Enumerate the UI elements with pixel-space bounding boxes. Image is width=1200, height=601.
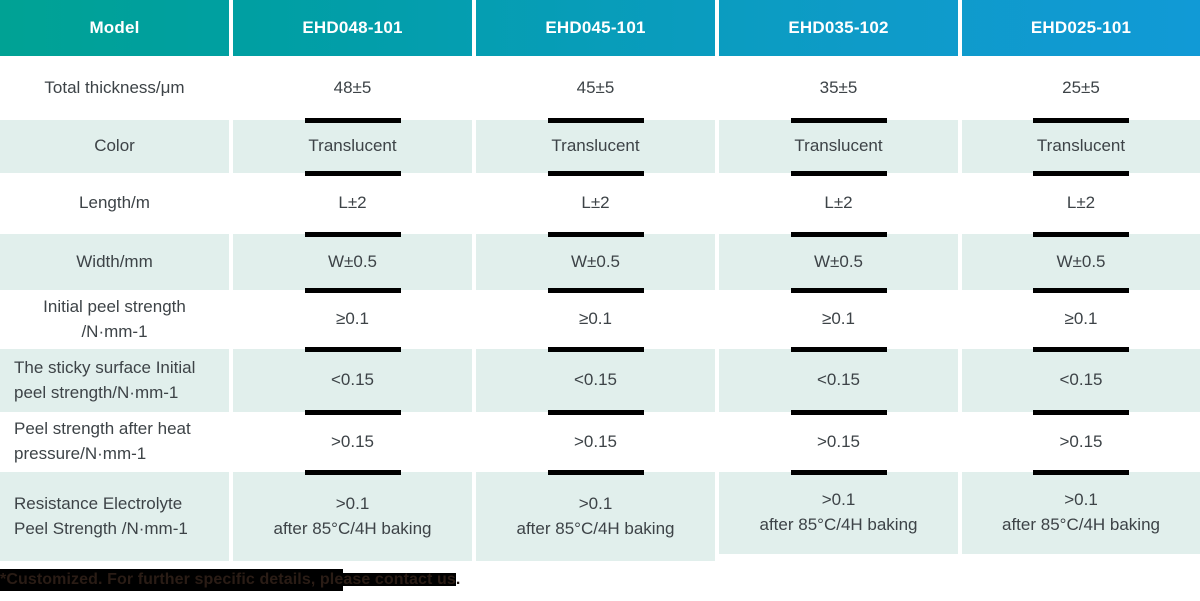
header-cell-model-4: EHD025-101 [1030, 18, 1132, 37]
spec-value: W±0.5 [233, 234, 472, 290]
footnote: *Customized. For further specific detail… [0, 569, 461, 595]
table-row-sticky-surface-peel-strength: The sticky surface Initial peel strength… [0, 349, 1200, 412]
table-row-total-thickness: Total thickness/μm 48±5 45±5 35±5 25±5 [0, 56, 1200, 120]
table-row-color: Color Translucent Translucent Translucen… [0, 120, 1200, 173]
spec-value: ≥0.1 [233, 290, 472, 349]
header-cell-model: Model [89, 18, 140, 37]
spec-value: L±2 [233, 173, 472, 234]
column-divider [958, 0, 962, 56]
spec-value: >0.1 after 85°C/4H baking [233, 472, 472, 561]
row-label: The sticky surface Initial peel strength… [0, 349, 229, 412]
column-divider [715, 0, 719, 56]
spec-value: <0.15 [962, 349, 1200, 412]
table-row-peel-strength-after-heat: Peel strength after heat pressure/N·mm-1… [0, 412, 1200, 472]
table-row-resistance-electrolyte: Resistance Electrolyte Peel Strength /N·… [0, 472, 1200, 561]
spec-value: ≥0.1 [962, 290, 1200, 349]
spec-value: Translucent [962, 120, 1200, 173]
spec-value: >0.15 [962, 412, 1200, 472]
row-label: Resistance Electrolyte Peel Strength /N·… [0, 472, 229, 561]
spec-value: Translucent [719, 120, 958, 173]
spec-value: >0.15 [476, 412, 715, 472]
spec-value: <0.15 [476, 349, 715, 412]
footnote-plain-text: . [455, 571, 461, 588]
table-row-length: Length/m L±2 L±2 L±2 L±2 [0, 173, 1200, 234]
spec-value: ≥0.1 [476, 290, 715, 349]
column-divider [472, 0, 476, 56]
spec-value: L±2 [962, 173, 1200, 234]
spec-value: >0.1 after 85°C/4H baking [719, 472, 958, 554]
spec-value: L±2 [476, 173, 715, 234]
spec-value: ≥0.1 [719, 290, 958, 349]
spec-value: 25±5 [962, 56, 1200, 120]
spec-value: Translucent [233, 120, 472, 173]
footnote-highlighted-text: *Customized. For further specific detail… [0, 569, 344, 591]
spec-value: 48±5 [233, 56, 472, 120]
spec-value: Translucent [476, 120, 715, 173]
table-header-row: Model EHD048-101 EHD045-101 EHD035-102 E… [0, 0, 1200, 56]
table-row-initial-peel-strength: Initial peel strength /N·mm-1 ≥0.1 ≥0.1 … [0, 290, 1200, 349]
header-cell-model-2: EHD045-101 [545, 18, 646, 37]
row-label: Total thickness/μm [44, 77, 185, 97]
spec-value: >0.15 [719, 412, 958, 472]
spec-value: W±0.5 [962, 234, 1200, 290]
table-row-width: Width/mm W±0.5 W±0.5 W±0.5 W±0.5 [0, 234, 1200, 290]
row-label: Width/mm [0, 234, 229, 290]
spec-value: L±2 [719, 173, 958, 234]
header-cell-model-3: EHD035-102 [788, 18, 889, 37]
spec-value: 45±5 [476, 56, 715, 120]
spec-value: >0.1 after 85°C/4H baking [476, 472, 715, 561]
spec-value: W±0.5 [719, 234, 958, 290]
row-label: Peel strength after heat pressure/N·mm-1 [14, 419, 191, 463]
row-label: Initial peel strength /N·mm-1 [43, 296, 186, 341]
spec-value: 35±5 [719, 56, 958, 120]
column-divider [229, 0, 233, 56]
header-cell-model-1: EHD048-101 [302, 18, 403, 37]
spec-value: <0.15 [233, 349, 472, 412]
spec-value: >0.1 after 85°C/4H baking [962, 472, 1200, 554]
footnote-band-text: ase contact us [343, 571, 456, 588]
row-label: Length/m [79, 193, 150, 213]
spec-value: <0.15 [719, 349, 958, 412]
spec-value: W±0.5 [476, 234, 715, 290]
spec-value: >0.15 [233, 412, 472, 472]
row-label: Color [0, 120, 229, 173]
